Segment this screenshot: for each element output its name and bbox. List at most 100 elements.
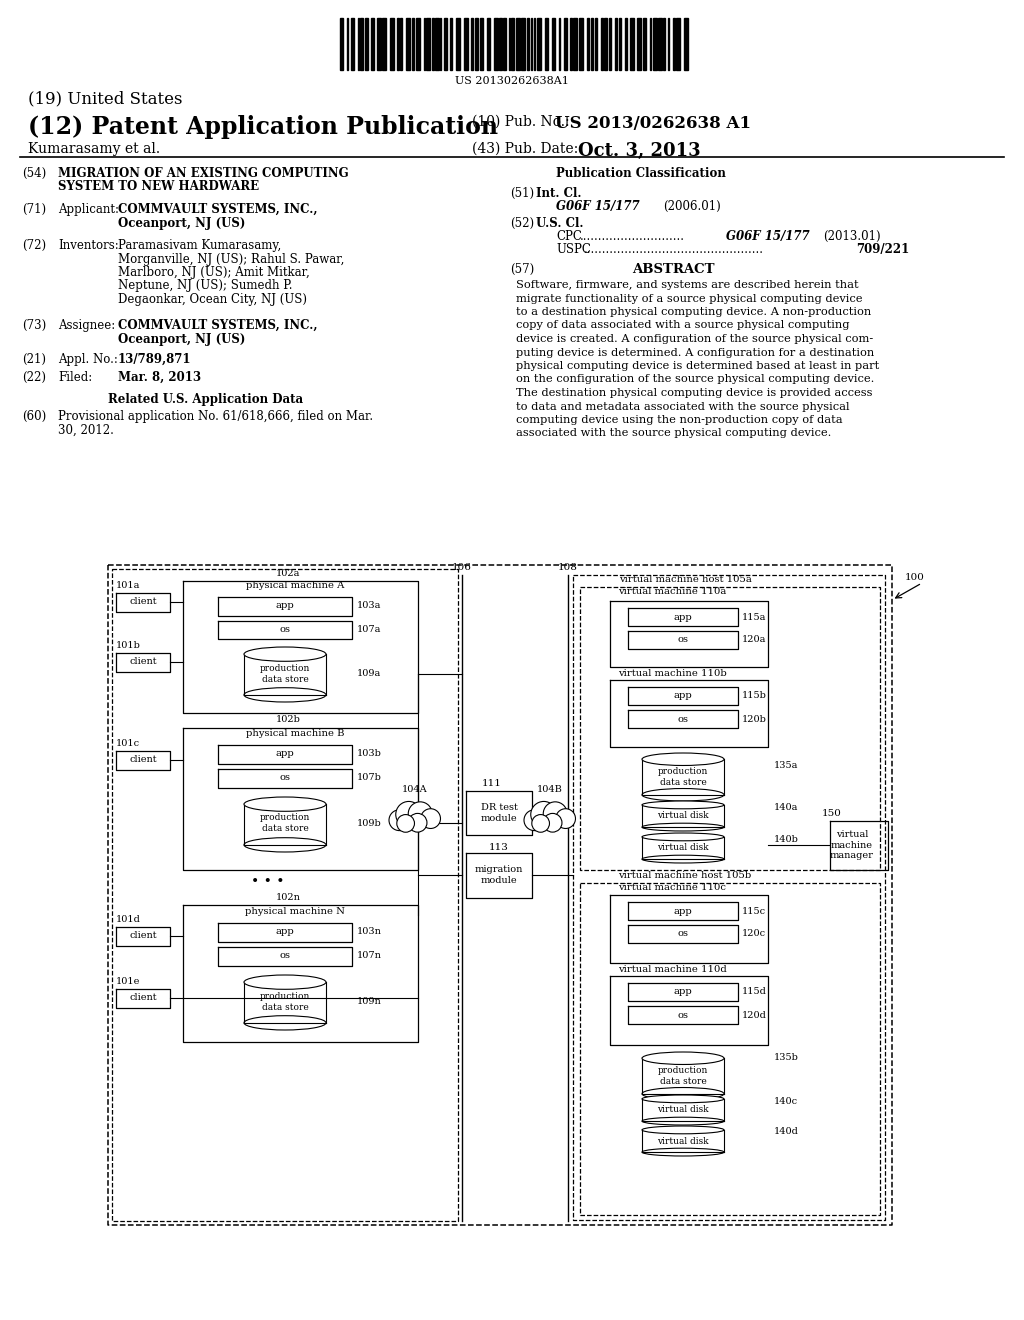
Bar (573, 18, 577, 70)
Text: 101e: 101e (116, 977, 140, 986)
Text: (51): (51) (510, 187, 535, 201)
Text: 140a: 140a (774, 804, 799, 813)
Text: 120b: 120b (742, 714, 767, 723)
Circle shape (396, 814, 415, 832)
Text: production
data store: production data store (260, 993, 310, 1011)
Bar (464, 18, 468, 70)
Text: 115c: 115c (742, 907, 766, 916)
Bar (244, 797, 326, 845)
Bar (390, 18, 394, 70)
Bar (684, 18, 688, 70)
Text: Related U.S. Application Data: Related U.S. Application Data (108, 393, 303, 407)
Text: DR test
module: DR test module (480, 804, 517, 822)
Bar (618, 18, 621, 70)
Ellipse shape (244, 647, 326, 661)
Text: (43) Pub. Date:: (43) Pub. Date: (472, 143, 579, 156)
Bar (579, 18, 583, 70)
Bar (521, 18, 525, 70)
Bar (642, 833, 724, 859)
Text: G06F 15/177: G06F 15/177 (556, 201, 640, 213)
Text: ................................................: ........................................… (584, 243, 764, 256)
Bar (552, 18, 555, 70)
Text: puting device is determined. A configuration for a destination: puting device is determined. A configura… (516, 347, 874, 358)
Bar (487, 18, 490, 70)
Bar (625, 18, 627, 70)
Text: 102a: 102a (275, 569, 300, 578)
Text: virtual machine 110a: virtual machine 110a (617, 587, 726, 597)
Text: The destination physical computing device is provided access: The destination physical computing devic… (516, 388, 872, 399)
Text: 115d: 115d (742, 987, 767, 997)
Bar (642, 752, 724, 795)
Text: Inventors:: Inventors: (58, 239, 119, 252)
Circle shape (544, 801, 567, 826)
Bar (406, 18, 410, 70)
Text: production
data store: production data store (260, 664, 310, 684)
Circle shape (409, 813, 427, 832)
Text: 140c: 140c (774, 1097, 798, 1106)
Bar (511, 18, 514, 70)
Text: Software, firmware, and systems are described herein that: Software, firmware, and systems are desc… (516, 280, 859, 290)
Text: 102n: 102n (275, 894, 300, 903)
Text: virtual disk: virtual disk (657, 1106, 709, 1114)
Text: production
data store: production data store (657, 767, 709, 787)
Ellipse shape (642, 855, 724, 863)
Ellipse shape (642, 1148, 724, 1156)
Text: copy of data associated with a source physical computing: copy of data associated with a source ph… (516, 321, 850, 330)
Text: ABSTRACT: ABSTRACT (632, 263, 715, 276)
Text: COMMVAULT SYSTEMS, INC.,: COMMVAULT SYSTEMS, INC., (118, 203, 317, 216)
Bar (397, 18, 399, 70)
Bar (499, 18, 502, 70)
Text: app: app (674, 987, 692, 997)
Circle shape (395, 801, 422, 828)
Bar (351, 18, 354, 70)
Text: client: client (129, 598, 157, 606)
Text: U.S. Cl.: U.S. Cl. (536, 216, 584, 230)
Bar (426, 18, 430, 70)
Text: SYSTEM TO NEW HARDWARE: SYSTEM TO NEW HARDWARE (58, 181, 259, 194)
Text: Marlboro, NJ (US); Amit Mitkar,: Marlboro, NJ (US); Amit Mitkar, (118, 267, 309, 279)
Text: (60): (60) (22, 411, 46, 422)
Bar (545, 18, 548, 70)
Bar (412, 18, 414, 70)
Bar (604, 18, 607, 70)
Ellipse shape (642, 801, 724, 809)
Text: app: app (674, 612, 692, 622)
Text: os: os (280, 952, 291, 961)
Text: 107a: 107a (357, 626, 381, 635)
Bar (642, 1096, 724, 1121)
Text: os: os (678, 635, 688, 644)
Ellipse shape (244, 688, 326, 702)
Text: 115a: 115a (742, 612, 766, 622)
Bar (642, 1052, 724, 1094)
Text: Neptune, NJ (US); Sumedh P.: Neptune, NJ (US); Sumedh P. (118, 280, 293, 293)
Text: CPC: CPC (556, 230, 582, 243)
Text: (57): (57) (510, 263, 535, 276)
Text: virtual disk: virtual disk (657, 843, 709, 853)
Text: 108: 108 (558, 564, 578, 573)
Text: virtual
machine
manager: virtual machine manager (830, 830, 873, 859)
Text: virtual machine 110d: virtual machine 110d (617, 965, 726, 974)
Text: (54): (54) (22, 168, 46, 180)
Circle shape (556, 809, 575, 829)
Bar (377, 18, 381, 70)
Text: 104B: 104B (537, 784, 563, 793)
Bar (480, 18, 483, 70)
Bar (416, 18, 420, 70)
Text: virtual machine 110c: virtual machine 110c (618, 883, 726, 892)
Text: physical machine B: physical machine B (246, 729, 344, 738)
Text: on the configuration of the source physical computing device.: on the configuration of the source physi… (516, 375, 874, 384)
Circle shape (409, 801, 432, 826)
Ellipse shape (244, 975, 326, 989)
Bar (591, 18, 593, 70)
Text: computing device using the non-production copy of data: computing device using the non-productio… (516, 414, 843, 425)
Bar (595, 18, 597, 70)
Text: app: app (275, 928, 294, 936)
Text: (21): (21) (22, 352, 46, 366)
Text: 101c: 101c (116, 738, 140, 747)
Text: Morganville, NJ (US); Rahul S. Pawar,: Morganville, NJ (US); Rahul S. Pawar, (118, 252, 344, 265)
Text: Oceanport, NJ (US): Oceanport, NJ (US) (118, 216, 246, 230)
Text: os: os (678, 1011, 688, 1019)
Bar (471, 18, 473, 70)
Text: os: os (678, 714, 688, 723)
Text: 103n: 103n (357, 928, 382, 936)
